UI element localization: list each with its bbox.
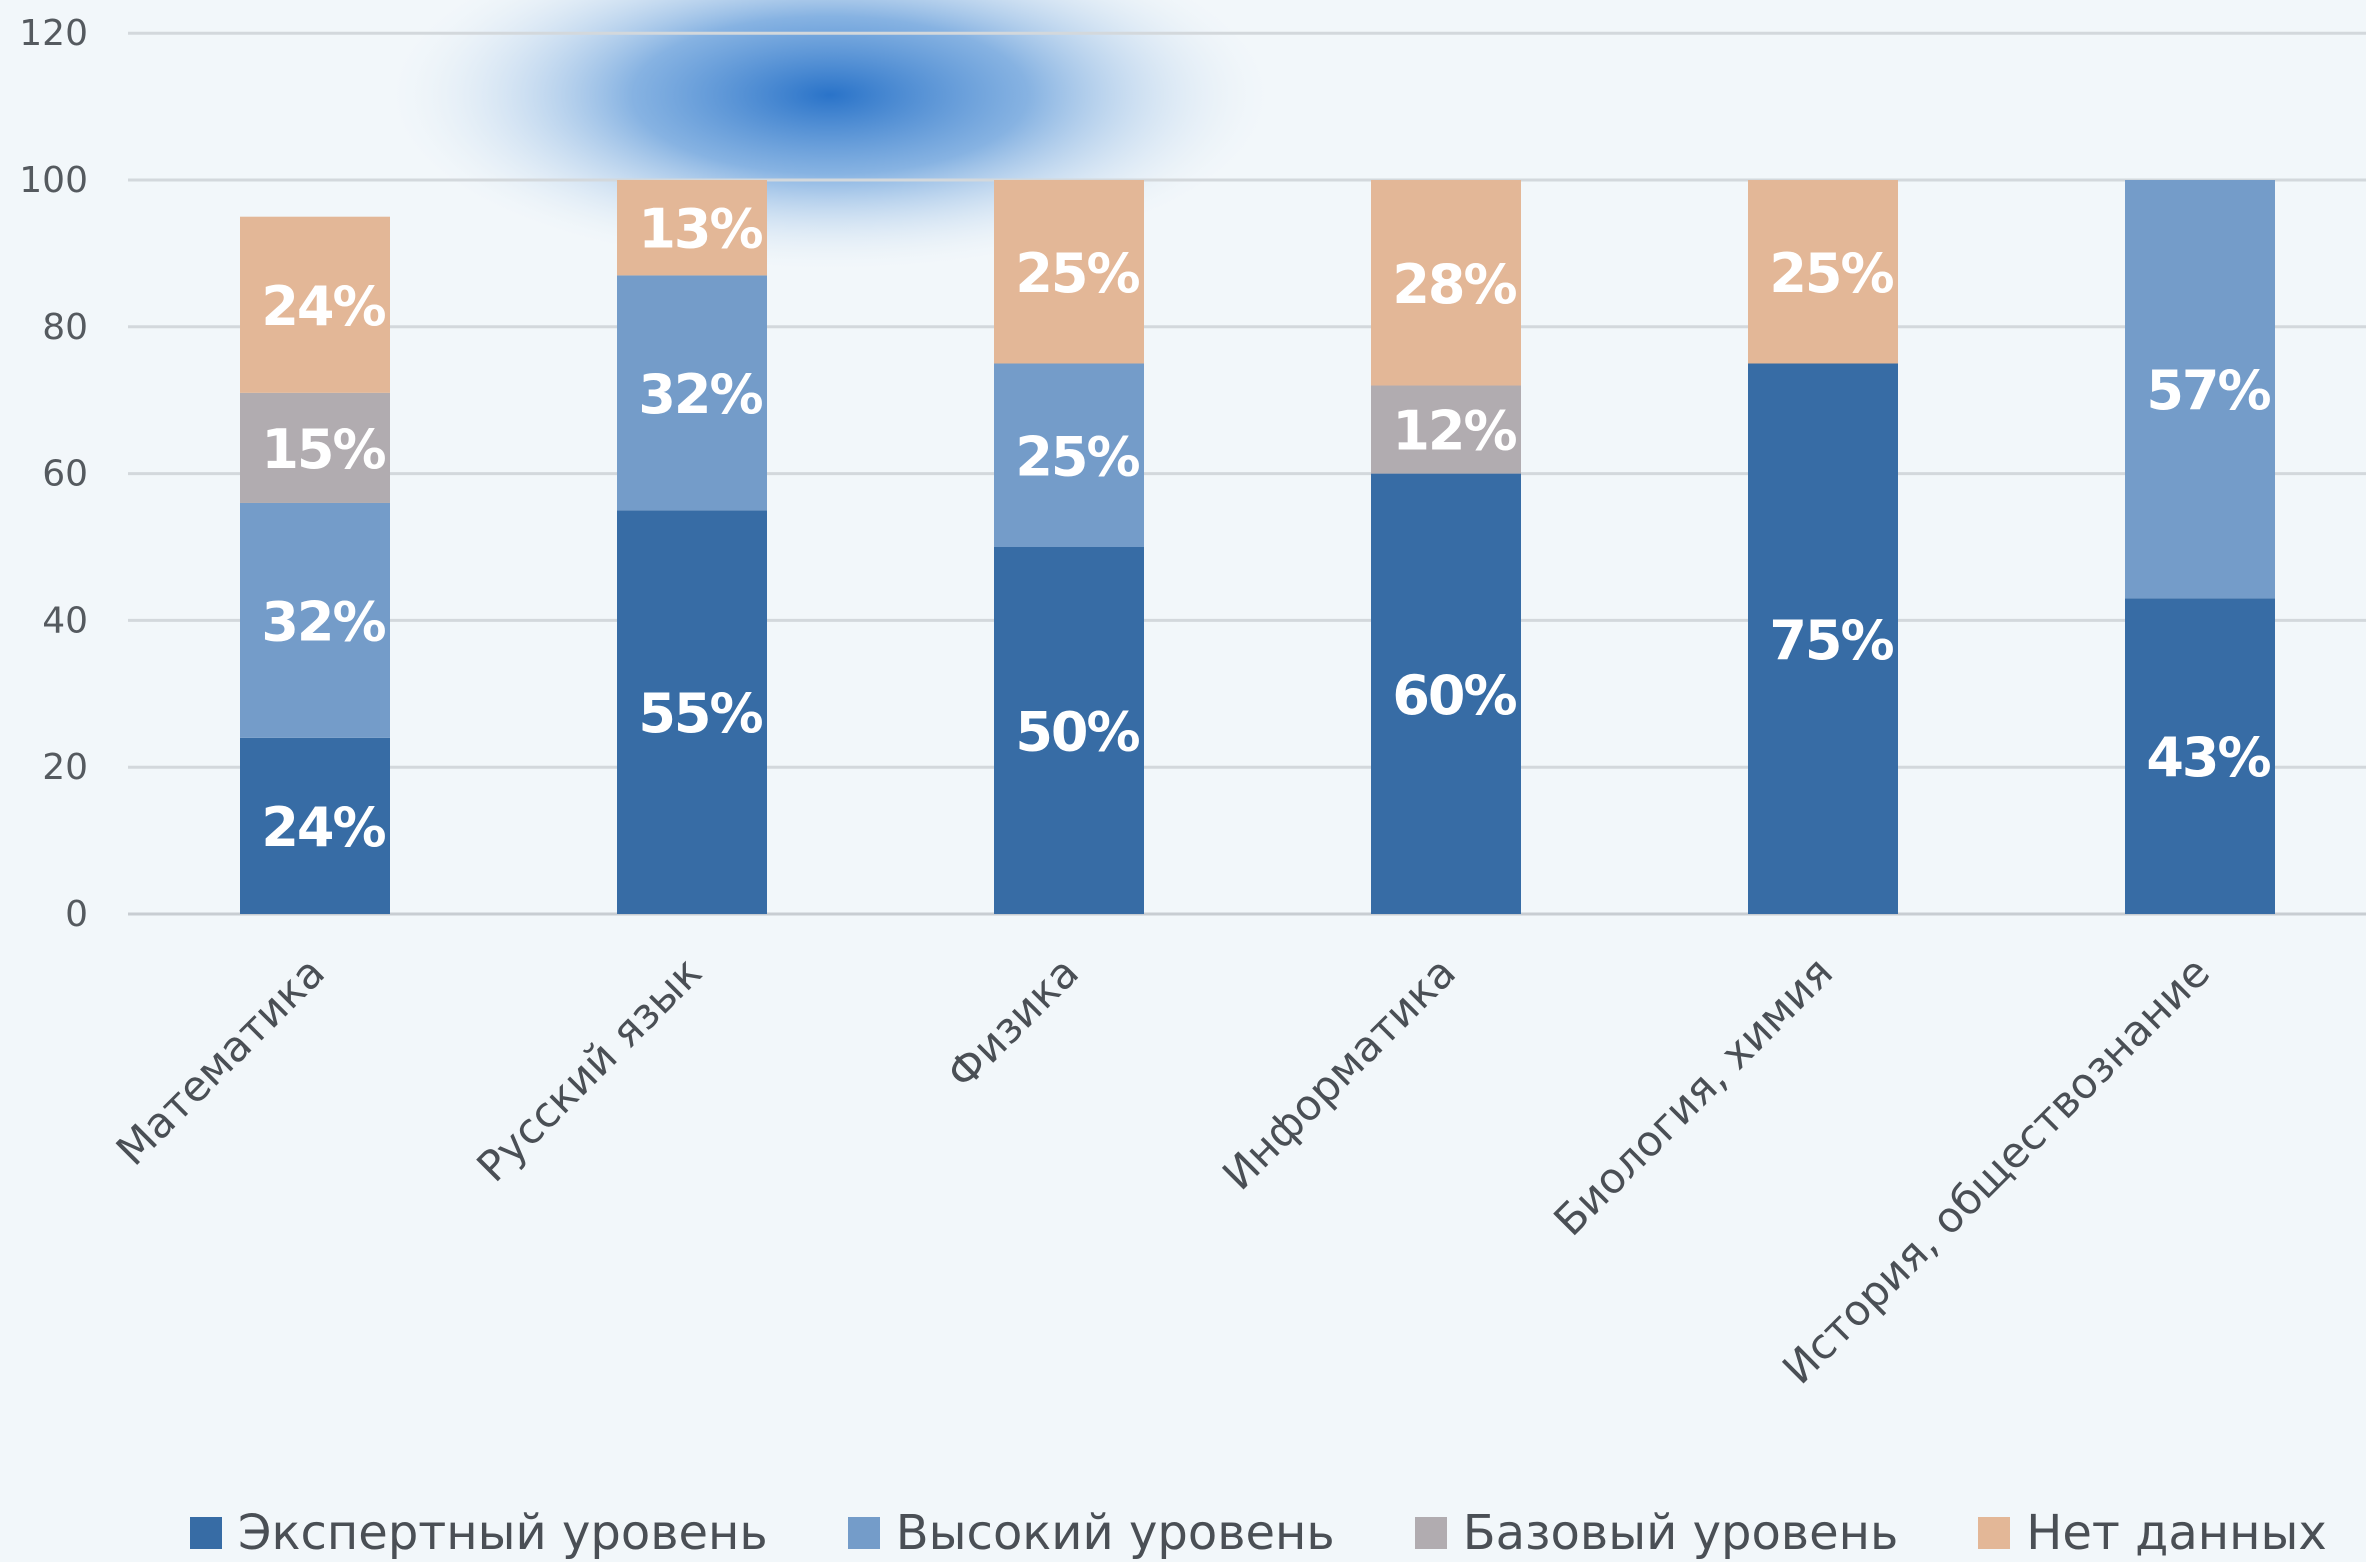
category-label: Русский язык — [467, 947, 711, 1191]
bar-segment — [617, 275, 767, 511]
bar-segment — [240, 392, 390, 503]
category-label: Биология, химия — [1544, 947, 1842, 1245]
category-label: История, обществознание — [1773, 947, 2219, 1393]
bar-value-label: 57% — [2146, 359, 2270, 422]
bar-segment — [994, 547, 1144, 914]
bar-segment — [2125, 598, 2275, 914]
bar-value-label: 75% — [1769, 609, 1893, 672]
bar-value-label: 13% — [638, 198, 762, 261]
bar-value-label: 24% — [261, 275, 385, 338]
bar-segment — [617, 510, 767, 914]
legend-item-expert: Экспертный уровень — [190, 1505, 768, 1561]
bar-value-label: 43% — [2146, 726, 2270, 789]
bar-segment — [1748, 363, 1898, 914]
bar-segment — [240, 216, 390, 393]
y-tick-label: 120 — [19, 13, 88, 54]
y-tick-label: 40 — [42, 600, 88, 641]
y-tick-label: 20 — [42, 747, 88, 788]
bar-value-label: 24% — [261, 796, 385, 859]
legend-swatch-no-data — [1978, 1517, 2011, 1549]
bar-segment — [1748, 180, 1898, 364]
bar-segment — [1371, 473, 1521, 914]
bar-value-label: 32% — [638, 363, 762, 426]
bar-value-label: 55% — [638, 682, 762, 745]
y-tick-label: 80 — [42, 307, 88, 348]
legend-label-no-data: Нет данных — [2026, 1505, 2327, 1561]
chart-legend: Экспертный уровень Высокий уровень Базов… — [190, 1505, 2327, 1561]
bar-segment — [994, 180, 1144, 364]
legend-swatch-expert — [190, 1517, 222, 1549]
y-tick-label: 0 — [65, 894, 88, 935]
bar-segment — [1371, 385, 1521, 474]
y-tick-label: 60 — [42, 454, 88, 495]
category-label: Физика — [937, 947, 1088, 1098]
legend-label-basic: Базовый уровень — [1462, 1505, 1899, 1561]
bar-value-label: 28% — [1392, 253, 1516, 316]
bar-segment — [1371, 180, 1521, 386]
bar-value-label: 15% — [261, 418, 385, 481]
legend-label-high: Высокий уровень — [895, 1505, 1335, 1561]
legend-label-expert: Экспертный уровень — [238, 1505, 768, 1561]
bar-segment — [994, 363, 1144, 547]
legend-item-no-data: Нет данных — [1978, 1505, 2327, 1561]
bar-value-label: 25% — [1769, 242, 1893, 305]
bar-segment — [240, 737, 390, 914]
legend-item-basic: Базовый уровень — [1414, 1505, 1899, 1561]
bar-value-label: 50% — [1015, 701, 1139, 764]
category-label: Математика — [107, 947, 334, 1174]
legend-swatch-high — [847, 1517, 880, 1549]
bar-value-label: 60% — [1392, 664, 1516, 727]
bar-value-label: 25% — [1015, 425, 1139, 488]
legend-swatch-basic — [1414, 1517, 1447, 1549]
bar-segment — [617, 180, 767, 276]
bar-value-label: 12% — [1392, 400, 1516, 463]
bar-value-label: 25% — [1015, 242, 1139, 305]
bar-value-label: 32% — [261, 590, 385, 653]
y-tick-label: 100 — [19, 160, 88, 201]
bar-segment — [2125, 180, 2275, 599]
bar-segment — [240, 502, 390, 738]
category-label: Информатика — [1213, 947, 1465, 1199]
legend-item-high: Высокий уровень — [847, 1505, 1335, 1561]
